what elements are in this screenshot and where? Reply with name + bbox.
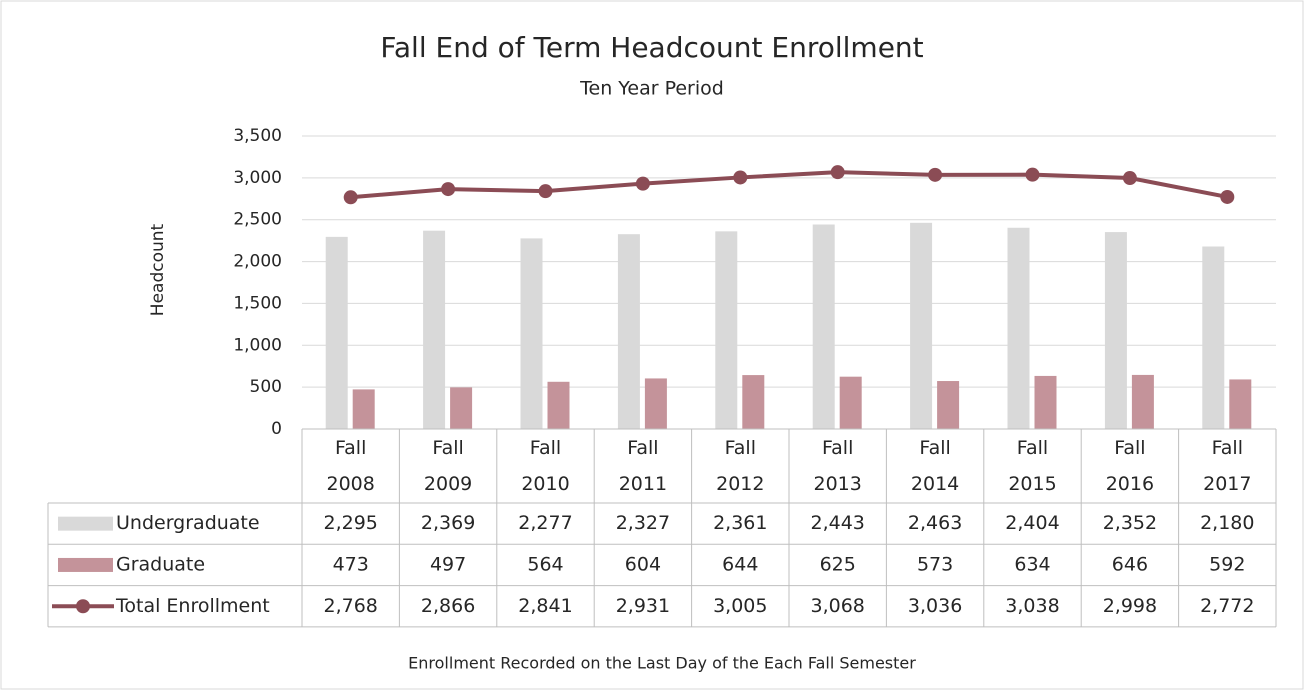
chart-subtitle: Ten Year Period: [579, 78, 724, 100]
legend-label: Undergraduate: [116, 512, 260, 534]
bar: [325, 236, 348, 429]
data-label: 2,295: [323, 512, 377, 534]
legend-label: Graduate: [116, 553, 205, 575]
bar: [1104, 232, 1127, 429]
y-tick-label: 3,000: [233, 168, 282, 188]
data-label: 2,443: [810, 512, 864, 534]
x-tick-label: Fall 2013: [813, 437, 862, 495]
data-label: 625: [820, 553, 856, 575]
data-label: 2,277: [518, 512, 572, 534]
bar: [1007, 227, 1030, 429]
data-label: 604: [625, 553, 661, 575]
y-tick-label: 3,500: [233, 126, 282, 146]
x-tick-label: Fall 2015: [1008, 437, 1057, 495]
bar: [1131, 374, 1154, 429]
data-label: 2,180: [1200, 512, 1254, 534]
data-label: 2,404: [1005, 512, 1059, 534]
legend-label: Total Enrollment: [115, 595, 270, 617]
data-label: 634: [1014, 553, 1050, 575]
y-tick-label: 0: [271, 419, 282, 439]
bar: [715, 231, 738, 429]
line-marker: [928, 167, 943, 182]
line-marker: [1220, 189, 1235, 204]
data-label: 573: [917, 553, 953, 575]
legend-key: [76, 599, 90, 614]
line-marker: [635, 176, 650, 191]
line-marker: [1025, 167, 1040, 182]
bar: [547, 381, 570, 429]
data-label: 644: [722, 553, 758, 575]
data-label: 2,768: [323, 595, 377, 617]
data-label: 2,866: [421, 595, 475, 617]
line-marker: [830, 165, 845, 180]
x-tick-label: Fall 2016: [1105, 437, 1155, 495]
data-label: 3,005: [713, 595, 767, 617]
y-tick-label: 500: [250, 377, 282, 397]
bar: [450, 387, 473, 429]
bar: [617, 234, 640, 429]
data-label: 2,931: [616, 595, 670, 617]
bar: [742, 375, 765, 429]
line-marker: [733, 170, 748, 185]
line-marker: [343, 190, 358, 205]
legend-key: [58, 557, 113, 572]
data-label: 592: [1209, 553, 1245, 575]
data-label: 3,038: [1005, 595, 1059, 617]
bar: [910, 222, 933, 429]
y-tick-label: 1,000: [233, 335, 282, 355]
data-label: 473: [333, 553, 369, 575]
data-label: 497: [430, 553, 466, 575]
line-marker: [538, 184, 553, 199]
bar: [839, 376, 862, 429]
x-tick-label: Fall 2014: [910, 437, 960, 495]
bar: [1229, 379, 1252, 429]
bar: [520, 238, 543, 429]
data-label: 2,369: [421, 512, 475, 534]
data-label: 2,841: [518, 595, 572, 617]
y-tick-label: 2,000: [233, 252, 282, 272]
footnote: Enrollment Recorded on the Last Day of t…: [408, 654, 916, 673]
bar: [644, 378, 667, 429]
legend-key: [58, 516, 113, 531]
y-tick-label: 1,500: [233, 293, 282, 313]
data-label: 564: [527, 553, 563, 575]
y-tick-label: 2,500: [233, 210, 282, 230]
bar: [1034, 375, 1057, 429]
data-label: 2,352: [1103, 512, 1157, 534]
x-tick-label: Fall 2010: [521, 437, 570, 495]
x-tick-label: Fall 2008: [326, 437, 375, 495]
data-label: 2,361: [713, 512, 767, 534]
data-label: 646: [1112, 553, 1148, 575]
bar: [937, 381, 960, 429]
data-label: 2,772: [1200, 595, 1254, 617]
bar: [352, 389, 375, 429]
x-tick-label: Fall 2012: [716, 437, 765, 495]
data-label: 2,998: [1103, 595, 1157, 617]
x-tick-label: Fall 2011: [618, 437, 668, 495]
y-axis-label: Headcount: [148, 223, 168, 316]
bar: [423, 230, 446, 429]
bar: [812, 224, 835, 429]
chart-title: Fall End of Term Headcount Enrollment: [380, 31, 923, 64]
x-tick-label: Fall 2009: [423, 437, 473, 495]
data-label: 3,068: [810, 595, 864, 617]
line-marker: [1122, 171, 1137, 186]
data-label: 2,327: [616, 512, 670, 534]
line: [350, 170, 1228, 200]
data-label: 3,036: [908, 595, 962, 617]
x-tick-label: Fall 2017: [1203, 437, 1252, 495]
data-label: 2,463: [908, 512, 962, 534]
line-marker: [441, 182, 456, 197]
bar: [1202, 246, 1225, 429]
